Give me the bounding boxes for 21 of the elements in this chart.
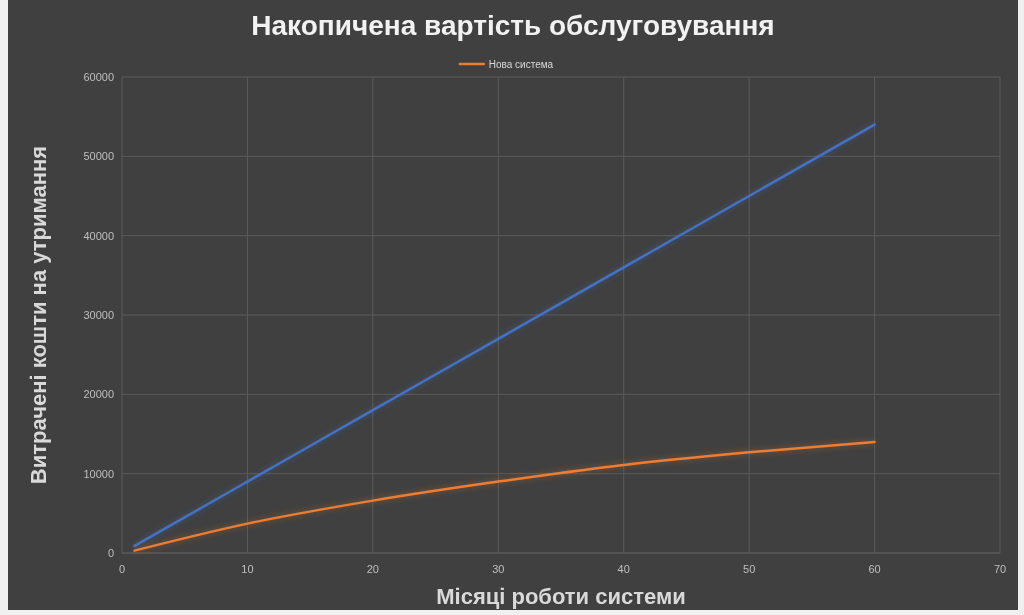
- y-tick-label: 30000: [83, 308, 114, 321]
- line-series: [133, 440, 876, 552]
- x-tick-label: 20: [366, 562, 379, 575]
- line-series: [133, 123, 876, 548]
- y-tick-label: 10000: [83, 467, 114, 480]
- chart-title: Накопичена вартість обслуговування: [251, 10, 775, 41]
- y-axis-title: Витрачені кошти на утримання: [26, 145, 51, 485]
- x-axis-title: Місяці роботи системи: [436, 584, 686, 609]
- x-tick-label: 0: [118, 562, 126, 575]
- legend-label: Нова система: [488, 58, 554, 70]
- x-tick-label: 10: [241, 562, 254, 575]
- y-tick-label: 40000: [83, 229, 114, 242]
- y-tick-label: 50000: [83, 150, 114, 163]
- y-tick-label: 20000: [83, 388, 114, 401]
- x-tick-label: 70: [993, 562, 1007, 575]
- y-tick-label: 0: [107, 546, 114, 559]
- y-tick-label: 60000: [83, 70, 114, 83]
- x-tick-label: 40: [617, 562, 630, 575]
- x-tick-label: 60: [868, 562, 881, 575]
- x-tick-label: 30: [492, 562, 505, 575]
- x-tick-label: 50: [743, 562, 756, 575]
